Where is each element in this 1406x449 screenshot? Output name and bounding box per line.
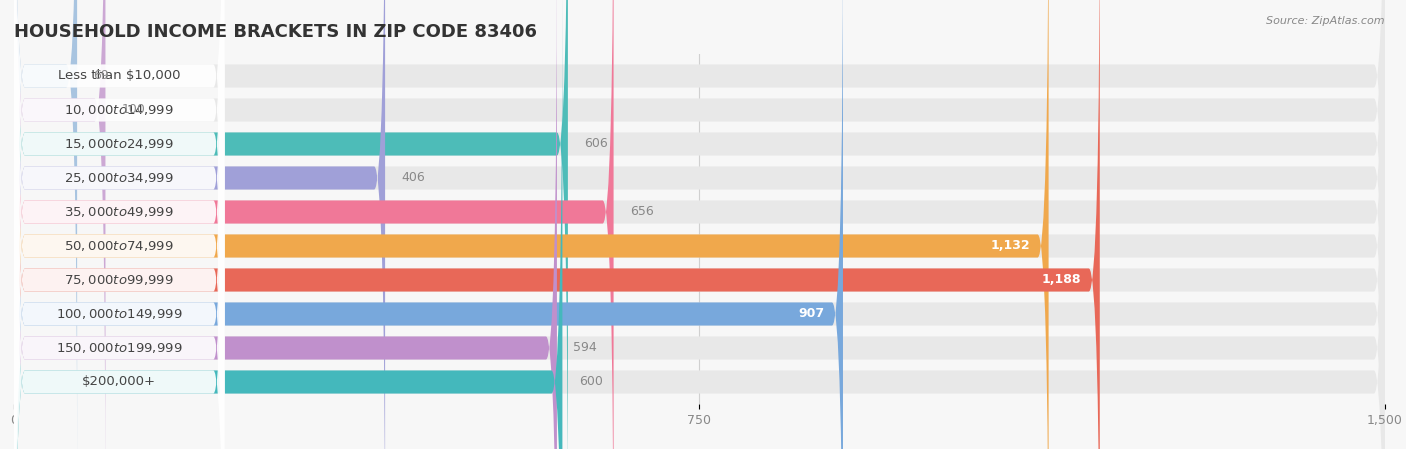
Text: 907: 907 [799,308,825,321]
Text: $35,000 to $49,999: $35,000 to $49,999 [65,205,174,219]
Text: 1,132: 1,132 [991,239,1031,252]
FancyBboxPatch shape [14,0,77,449]
FancyBboxPatch shape [14,0,1385,449]
Text: 406: 406 [402,172,425,185]
Text: $25,000 to $34,999: $25,000 to $34,999 [65,171,174,185]
FancyBboxPatch shape [14,0,557,449]
Text: 656: 656 [630,206,654,219]
FancyBboxPatch shape [14,0,1385,449]
FancyBboxPatch shape [14,0,1385,449]
Text: Source: ZipAtlas.com: Source: ZipAtlas.com [1267,16,1385,26]
Text: HOUSEHOLD INCOME BRACKETS IN ZIP CODE 83406: HOUSEHOLD INCOME BRACKETS IN ZIP CODE 83… [14,23,537,41]
FancyBboxPatch shape [14,0,1385,449]
FancyBboxPatch shape [14,0,1385,449]
Text: 600: 600 [579,375,603,388]
Text: 1,188: 1,188 [1042,273,1081,286]
FancyBboxPatch shape [14,0,1385,449]
FancyBboxPatch shape [14,0,385,449]
FancyBboxPatch shape [14,0,562,449]
FancyBboxPatch shape [14,0,225,449]
Text: $75,000 to $99,999: $75,000 to $99,999 [65,273,174,287]
FancyBboxPatch shape [14,0,1049,449]
FancyBboxPatch shape [14,0,225,449]
Text: Less than $10,000: Less than $10,000 [58,70,180,83]
FancyBboxPatch shape [14,0,613,449]
FancyBboxPatch shape [14,0,1385,449]
FancyBboxPatch shape [14,0,568,449]
Text: $200,000+: $200,000+ [82,375,156,388]
Text: $100,000 to $149,999: $100,000 to $149,999 [56,307,183,321]
FancyBboxPatch shape [14,0,1385,449]
Text: $15,000 to $24,999: $15,000 to $24,999 [65,137,174,151]
FancyBboxPatch shape [14,0,1385,449]
Text: 100: 100 [122,103,146,116]
FancyBboxPatch shape [14,0,225,449]
FancyBboxPatch shape [14,0,225,449]
FancyBboxPatch shape [14,0,1385,449]
Text: 606: 606 [585,137,607,150]
FancyBboxPatch shape [14,0,225,449]
Text: 69: 69 [94,70,110,83]
FancyBboxPatch shape [14,0,225,449]
FancyBboxPatch shape [14,0,225,449]
Text: $50,000 to $74,999: $50,000 to $74,999 [65,239,174,253]
FancyBboxPatch shape [14,0,1099,449]
FancyBboxPatch shape [14,0,105,449]
FancyBboxPatch shape [14,0,225,449]
Text: 594: 594 [574,342,598,355]
Text: $150,000 to $199,999: $150,000 to $199,999 [56,341,183,355]
FancyBboxPatch shape [14,0,225,449]
Text: $10,000 to $14,999: $10,000 to $14,999 [65,103,174,117]
FancyBboxPatch shape [14,0,225,449]
FancyBboxPatch shape [14,0,844,449]
